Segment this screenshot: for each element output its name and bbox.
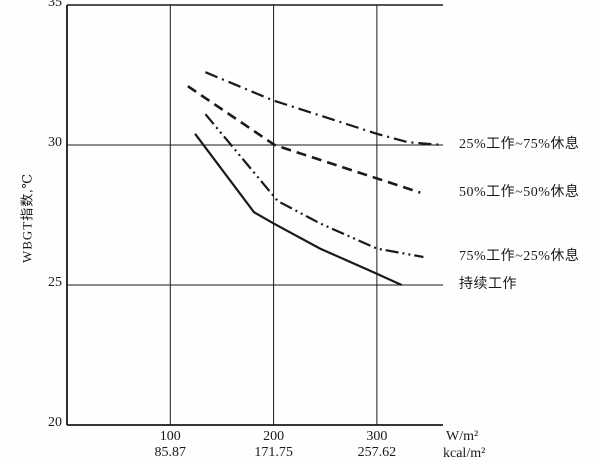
legend-label: 持续工作 — [459, 277, 517, 292]
x-tick-label-secondary: 171.75 — [254, 445, 293, 460]
legend-label: 25%工作~75%休息 — [459, 137, 580, 152]
x-tick-label-secondary: 85.87 — [154, 445, 187, 460]
y-tick-label: 20 — [48, 415, 62, 430]
legend-label: 75%工作~25%休息 — [459, 249, 580, 264]
x-tick-label-primary: 300 — [366, 429, 388, 444]
series-line-dashed — [187, 85, 421, 194]
legend-label: 50%工作~50%休息 — [459, 184, 580, 200]
y-tick-label: 25 — [48, 275, 62, 290]
x-axis-unit-secondary: kcal/m² — [443, 446, 486, 461]
x-tick-label-secondary: 257.62 — [357, 445, 397, 460]
x-axis-unit-primary: W/m² — [446, 429, 479, 444]
series-line-solid — [194, 133, 403, 287]
y-tick-label: 35 — [48, 0, 62, 10]
x-tick-label-primary: 200 — [263, 429, 285, 444]
series-line-dashdot — [204, 71, 444, 147]
y-tick-label: 30 — [48, 135, 62, 150]
series-line-dashdotdot — [204, 113, 424, 259]
x-tick-label-primary: 100 — [159, 429, 181, 444]
y-axis-title: WBGT指数,℃ — [19, 172, 35, 264]
